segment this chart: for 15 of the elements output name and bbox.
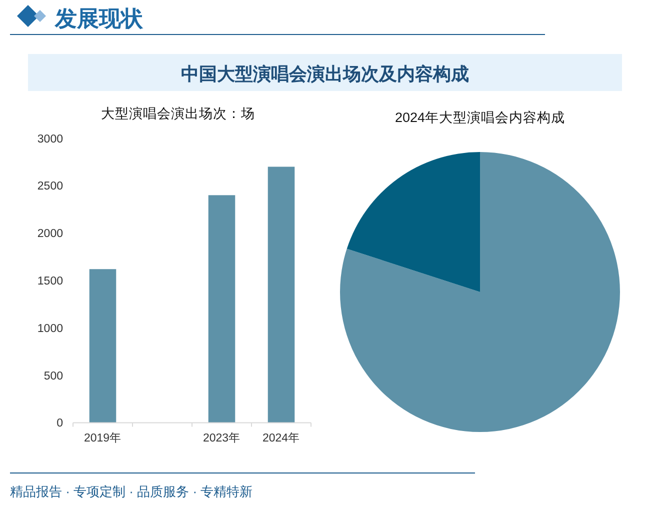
ylabel: 大型演唱会演出场次：场 bbox=[101, 106, 255, 121]
y-tick-label: 0 bbox=[56, 418, 63, 430]
annotation: 精品报告 · 专项定制 · 品质服务 · 专精特新 bbox=[10, 484, 253, 499]
title: 中国大型演唱会演出场次及内容构成 bbox=[181, 64, 469, 84]
annotation: 发展现状 bbox=[55, 6, 143, 31]
y-tick-label: 1000 bbox=[37, 322, 63, 335]
y-tick-label: 2000 bbox=[37, 228, 63, 240]
y-tick-label: 500 bbox=[44, 370, 63, 382]
x-tick-label: 2023年 bbox=[202, 432, 241, 445]
x-tick-label: 2024年 bbox=[262, 432, 300, 445]
x-tick-label: 2019年 bbox=[84, 432, 122, 445]
y-tick-label: 2500 bbox=[37, 180, 63, 193]
title: 2024年大型演唱会内容构成 bbox=[394, 110, 566, 125]
y-tick-label: 1500 bbox=[37, 276, 63, 288]
y-tick-label: 3000 bbox=[37, 133, 63, 146]
